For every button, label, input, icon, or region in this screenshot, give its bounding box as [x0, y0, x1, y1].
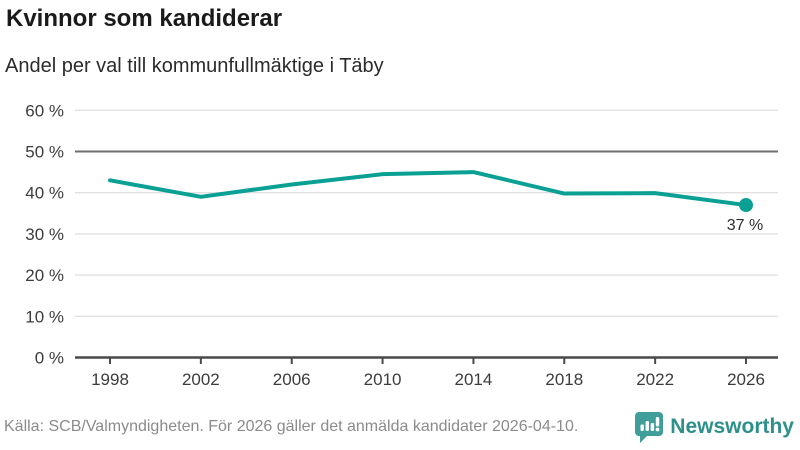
y-tick-label: 60 % [25, 101, 64, 120]
source-note: Källa: SCB/Valmyndigheten. För 2026 gäll… [4, 418, 579, 435]
brand-wordmark: Newsworthy [670, 415, 794, 438]
brand-logo: Newsworthy [635, 411, 794, 443]
x-tick-label: 2006 [273, 370, 311, 389]
x-tick-label: 2014 [455, 370, 493, 389]
y-tick-label: 10 % [25, 307, 64, 326]
page-subtitle: Andel per val till kommunfullmäktige i T… [5, 55, 384, 77]
y-tick-label: 40 % [25, 184, 64, 203]
y-tick-label: 0 % [35, 349, 64, 368]
end-point-dot [739, 198, 753, 213]
page-title: Kvinnor som kandiderar [6, 5, 283, 32]
x-tick-label: 2018 [545, 370, 583, 389]
x-tick-label: 2022 [636, 370, 674, 389]
x-tick-label: 2010 [364, 370, 402, 389]
x-tick-label: 1998 [91, 370, 129, 389]
data-line [108, 170, 748, 208]
x-tick-label: 2026 [727, 370, 765, 389]
newsworthy-bubble-chart-icon [635, 411, 664, 443]
y-tick-label: 20 % [25, 266, 64, 285]
end-point-label: 37 % [727, 217, 763, 234]
y-tick-label: 30 % [25, 225, 64, 244]
line-chart: 0 % 10 % 20 % 30 % 40 % 50 % 60 % 1998 2002 2006 2… [25, 101, 778, 389]
x-tick-label: 2002 [182, 370, 220, 389]
y-tick-label: 50 % [25, 143, 64, 162]
footer: Källa: SCB/Valmyndigheten. För 2026 gäll… [0, 408, 800, 450]
